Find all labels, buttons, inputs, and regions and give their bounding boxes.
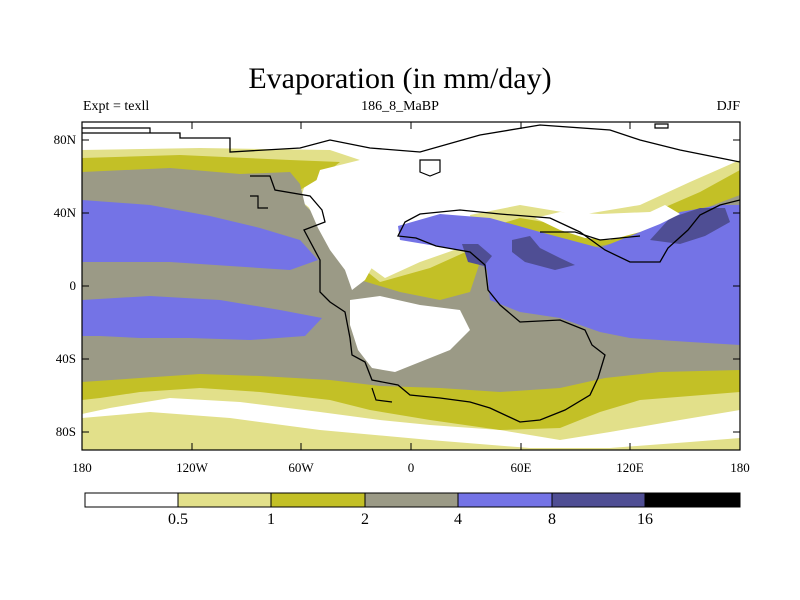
lon-label-180e: 180	[730, 460, 750, 475]
colorbar-box-3	[364, 492, 459, 508]
lon-label-180w: 180	[72, 460, 92, 475]
coastline-inner	[250, 195, 641, 403]
colorbar-label-0.5: 0.5	[168, 511, 188, 528]
colorbar-box-0	[84, 492, 179, 508]
band-8-16-east	[650, 208, 730, 244]
lat-label-80s: 80S	[55, 424, 76, 439]
lon-label-60w: 60W	[288, 460, 314, 475]
coastline-pangea	[82, 124, 740, 423]
colorbar-label-1: 1	[267, 511, 275, 528]
land-interior-asia	[535, 205, 680, 240]
map-title: Evaporation (in mm/day)	[248, 62, 552, 95]
lat-label-80n: 80N	[53, 132, 76, 147]
colorbar-label-4: 4	[454, 511, 462, 528]
time-label: 186_8_MaBP	[361, 99, 439, 114]
colorbar-label-8: 8	[548, 511, 556, 528]
experiment-label: Expt = texll	[83, 99, 150, 114]
land-interior-south	[350, 296, 470, 372]
lon-label-120w: 120W	[176, 460, 208, 475]
lon-label-120e: 120E	[616, 460, 644, 475]
colorbar-box-1	[177, 492, 272, 508]
coastline-north	[82, 123, 669, 177]
colorbar-label-2: 2	[361, 511, 369, 528]
band-8-16-west	[512, 236, 575, 270]
land-interior-americas	[308, 160, 430, 290]
colorbar-box-5	[551, 492, 646, 508]
lon-label-0: 0	[407, 460, 415, 475]
colorbar-box-2	[270, 492, 366, 508]
colorbar-box-4	[457, 492, 553, 508]
band-8-16-small	[462, 244, 492, 266]
colorbar	[84, 492, 741, 508]
colorbar-label-16: 16	[637, 511, 653, 528]
tick-marks	[81, 122, 741, 450]
band-4-8-north-pacific	[82, 200, 318, 270]
evaporation-field	[82, 122, 740, 450]
season-label: DJF	[716, 99, 740, 114]
lat-label-40s: 40S	[55, 351, 76, 366]
band-0.5-1-south	[82, 412, 740, 450]
lat-label-0: 0	[69, 278, 77, 293]
lat-label-40n: 40N	[53, 205, 76, 220]
colorbar-box-6	[644, 492, 741, 508]
band-4-8-tropical-pacific	[82, 296, 322, 340]
lon-label-60e: 60E	[510, 460, 532, 475]
